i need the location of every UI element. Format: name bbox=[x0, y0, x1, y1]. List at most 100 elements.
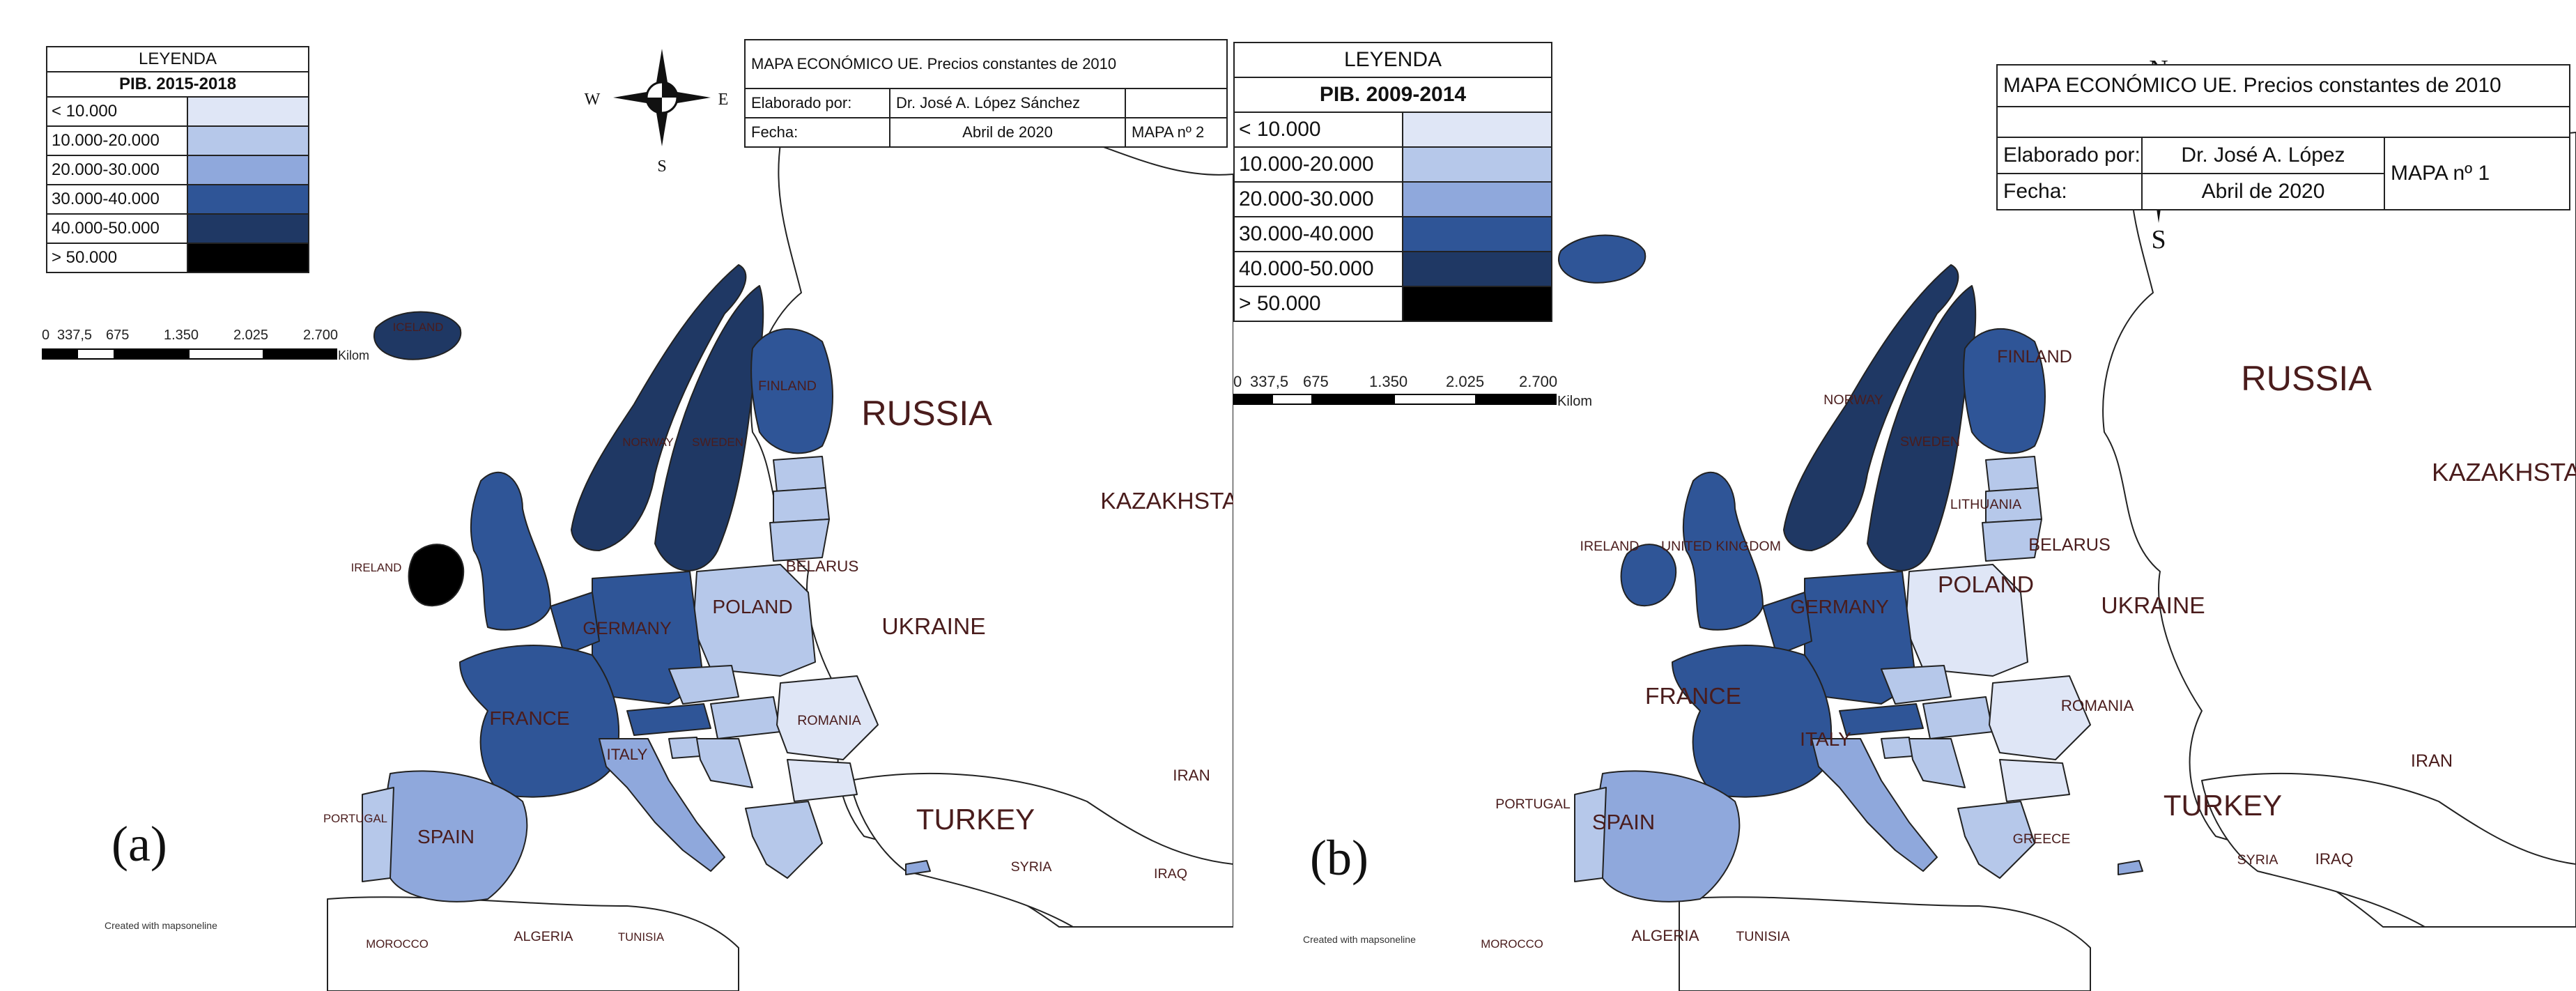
country-spain-b bbox=[1596, 770, 1741, 902]
country-label: TURKEY bbox=[2164, 789, 2282, 822]
country-austria-b bbox=[1839, 703, 1924, 736]
country-label: FRANCE bbox=[1645, 684, 1741, 709]
country-italy-a bbox=[599, 738, 725, 872]
country-label: ITALY bbox=[1800, 728, 1851, 750]
panel-b: ICELANDFINLANDNORWAYSWEDENRUSSIAKAZAKHST… bbox=[1233, 0, 2576, 991]
turkey-region bbox=[849, 773, 1233, 928]
country-label: TUNISIA bbox=[618, 930, 665, 944]
legend-b: LEYENDA PIB. 2009-2014 < 10.000 10.000-2… bbox=[1233, 42, 1552, 322]
country-label: IRELAND bbox=[1580, 539, 1640, 554]
legend-title: LEYENDA bbox=[47, 47, 308, 72]
legend-classes: < 10.000 10.000-20.000 20.000-30.000 30.… bbox=[1235, 113, 1551, 321]
infobox-a: MAPA ECONÓMICO UE. Precios constantes de… bbox=[744, 39, 1228, 148]
country-label: PORTUGAL bbox=[323, 812, 387, 825]
country-label: TURKEY bbox=[916, 803, 1035, 836]
country-hungary-b bbox=[1922, 696, 1993, 739]
country-croatia-a bbox=[696, 738, 753, 788]
legend-swatch bbox=[187, 98, 308, 126]
infobox-title: MAPA ECONÓMICO UE. Precios constantes de… bbox=[746, 40, 1226, 89]
panel-label-b: (b) bbox=[1310, 830, 1368, 886]
country-sweden-a bbox=[654, 285, 764, 571]
legend-swatch bbox=[1402, 146, 1551, 182]
country-poland-a bbox=[693, 564, 816, 677]
legend-swatch bbox=[187, 155, 308, 185]
russia-region bbox=[2102, 107, 2576, 928]
country-finland-b bbox=[1963, 328, 2046, 454]
legend-row: 10.000-20.000 bbox=[47, 125, 308, 155]
country-lithuania-a bbox=[769, 518, 830, 562]
country-label: IRELAND bbox=[351, 561, 402, 574]
country-label: SYRIA bbox=[1011, 859, 1053, 875]
country-label: UNITED KINGDOM bbox=[1661, 539, 1781, 554]
country-label: FINLAND bbox=[758, 378, 817, 394]
country-lithuania-b bbox=[1982, 518, 2042, 562]
legend-swatch bbox=[187, 243, 308, 272]
country-label: UKRAINE bbox=[881, 614, 985, 640]
country-label: NORWAY bbox=[622, 436, 673, 449]
legend-row: < 10.000 bbox=[1235, 113, 1551, 147]
country-portugal-b bbox=[1574, 787, 1607, 882]
country-france-a bbox=[459, 645, 620, 798]
country-label: ALGERIA bbox=[514, 929, 574, 944]
country-cyprus-a bbox=[905, 860, 931, 875]
legend-row: 20.000-30.000 bbox=[1235, 181, 1551, 217]
map-a: ICELAND FINLAND NORWAY SWEDEN RUSSIA KAZAKHST… bbox=[323, 49, 1233, 991]
country-label: BELARUS bbox=[786, 558, 859, 575]
legend-swatch bbox=[1402, 181, 1551, 217]
legend-row: > 50.000 bbox=[47, 243, 308, 272]
legend-row: 40.000-50.000 bbox=[1235, 251, 1551, 286]
country-benelux-b bbox=[1762, 592, 1812, 656]
country-sweden-b bbox=[1867, 285, 1977, 571]
country-iceland-b bbox=[1557, 234, 1646, 284]
country-latvia-a bbox=[773, 487, 830, 523]
credit-a: Created with mapsoneline bbox=[105, 920, 217, 931]
north-africa bbox=[327, 896, 739, 991]
scalebar-a: 0 337,5 675 1.350 2.025 2.700 Kilom bbox=[42, 328, 370, 362]
country-label: GERMANY bbox=[1790, 596, 1889, 617]
panel-label-a: (a) bbox=[111, 816, 167, 872]
country-slovenia-a bbox=[668, 737, 701, 759]
country-uk-b bbox=[1682, 471, 1764, 631]
country-ireland-b bbox=[1620, 544, 1677, 607]
country-bulgaria-a bbox=[787, 759, 858, 802]
country-hungary-a bbox=[710, 696, 781, 739]
country-label: SWEDEN bbox=[1900, 434, 1960, 450]
country-finland-a bbox=[750, 328, 833, 454]
country-label: NORWAY bbox=[1823, 392, 1883, 408]
country-label: LITHUANIA bbox=[1950, 497, 2022, 512]
country-label: KAZAKHSTAN bbox=[2432, 458, 2576, 486]
legend-swatch bbox=[1402, 286, 1551, 321]
country-czechia-a bbox=[668, 665, 739, 705]
country-label: IRAQ bbox=[2315, 850, 2354, 868]
legend-subtitle: PIB. 2015-2018 bbox=[47, 72, 308, 98]
legend-swatch bbox=[187, 184, 308, 214]
credit-b: Created with mapsoneline bbox=[1303, 934, 1416, 945]
legend-swatch bbox=[1402, 113, 1551, 147]
infobox-b: MAPA ECONÓMICO UE. Precios constantes de… bbox=[1996, 64, 2570, 210]
country-ireland-a bbox=[408, 544, 465, 607]
country-label: SWEDEN bbox=[692, 436, 743, 449]
legend-classes: < 10.000 10.000-20.000 20.000-30.000 30.… bbox=[47, 98, 308, 272]
legend-title: LEYENDA bbox=[1235, 43, 1551, 78]
infobox-title: MAPA ECONÓMICO UE. Precios constantes de… bbox=[1998, 66, 2569, 107]
country-label: IRAQ bbox=[1154, 866, 1187, 882]
legend-swatch bbox=[1402, 216, 1551, 252]
country-label: KAZAKHSTAN bbox=[1100, 489, 1233, 514]
country-greece-a bbox=[745, 801, 823, 879]
country-romania-b bbox=[1989, 675, 2091, 760]
scalebar-b: 0 337,5 675 1.350 2.025 2.700 Kilom bbox=[1233, 373, 1593, 409]
legend-row: 30.000-40.000 bbox=[1235, 216, 1551, 252]
country-label: ITALY bbox=[607, 746, 648, 763]
country-estonia-a bbox=[773, 456, 826, 492]
country-label: ROMANIA bbox=[2061, 697, 2134, 714]
country-label: POLAND bbox=[712, 596, 792, 617]
country-label: MOROCCO bbox=[366, 937, 429, 951]
legend-row: 10.000-20.000 bbox=[1235, 146, 1551, 182]
country-bulgaria-b bbox=[1999, 759, 2070, 802]
country-slovenia-b bbox=[1881, 737, 1913, 759]
legend-subtitle: PIB. 2009-2014 bbox=[1235, 78, 1551, 113]
country-italy-b bbox=[1811, 738, 1938, 872]
legend-row: < 10.000 bbox=[47, 98, 308, 126]
country-norway-a bbox=[571, 264, 747, 551]
country-label: ALGERIA bbox=[1631, 927, 1699, 944]
